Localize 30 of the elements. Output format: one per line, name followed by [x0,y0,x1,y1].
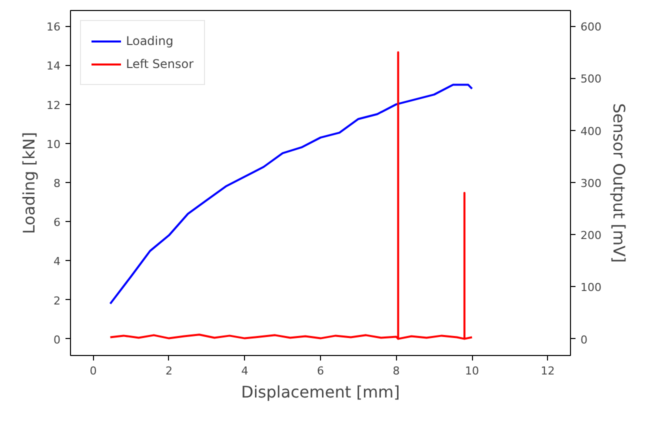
y2-tick-label: 0 [580,333,588,346]
legend-label: Left Sensor [126,57,194,71]
x-axis-title: Displacement [mm] [241,382,400,402]
legend-label: Loading [126,34,174,48]
y2-tick-label: 200 [580,229,602,242]
y-tick-label: 6 [54,216,60,230]
y2-tick-label: 300 [580,176,602,190]
x-tick-label: 2 [165,364,172,378]
y-tick-label: 10 [46,138,61,151]
y-tick-label: 2 [54,294,60,308]
y2-axis-title: Sensor Output [mV] [609,103,628,263]
y2-tick-label: 400 [580,124,602,138]
x-tick-label: 12 [540,364,555,378]
y-axis-title: Loading [kN] [20,132,39,234]
y2-tick-label: 600 [580,20,602,34]
y2-tick-label: 500 [580,72,602,86]
y-tick-label: 0 [54,333,60,346]
y-tick-label: 4 [54,255,60,268]
y-tick-label: 14 [46,60,61,73]
x-tick-label: 8 [392,364,400,378]
x-tick-label: 0 [90,364,97,378]
x-tick-label: 6 [317,364,324,378]
line-series [109,51,474,340]
y-tick-label: 16 [46,20,61,34]
x-tick-label: 10 [465,364,480,378]
y-tick-label: 8 [54,177,60,190]
line-series [109,84,474,305]
x-tick-label: 4 [241,364,248,378]
y2-tick-label: 100 [580,281,602,294]
y-tick-label: 12 [46,98,61,112]
